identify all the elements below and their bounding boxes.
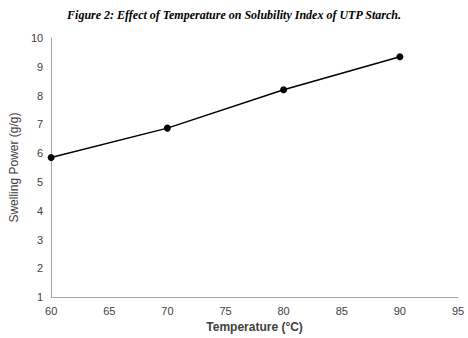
svg-text:2: 2 <box>37 262 43 274</box>
svg-text:7: 7 <box>37 118 43 130</box>
svg-text:80: 80 <box>278 305 290 317</box>
svg-text:5: 5 <box>37 176 43 188</box>
svg-text:75: 75 <box>219 305 231 317</box>
svg-text:4: 4 <box>37 205 43 217</box>
svg-text:90: 90 <box>394 305 406 317</box>
svg-text:9: 9 <box>37 61 43 73</box>
svg-text:60: 60 <box>45 305 57 317</box>
svg-text:Temperature (°C): Temperature (°C) <box>206 320 303 334</box>
svg-text:10: 10 <box>31 32 43 44</box>
svg-text:Figure 2: Effect of Temperatur: Figure 2: Effect of Temperature on Solub… <box>66 8 401 22</box>
svg-text:85: 85 <box>336 305 348 317</box>
svg-text:8: 8 <box>37 90 43 102</box>
svg-text:Swelling Power (g/g): Swelling Power (g/g) <box>7 113 21 223</box>
svg-text:65: 65 <box>103 305 115 317</box>
svg-text:6: 6 <box>37 147 43 159</box>
svg-text:95: 95 <box>452 305 464 317</box>
svg-text:1: 1 <box>37 291 43 303</box>
svg-text:70: 70 <box>161 305 173 317</box>
svg-text:3: 3 <box>37 234 43 246</box>
